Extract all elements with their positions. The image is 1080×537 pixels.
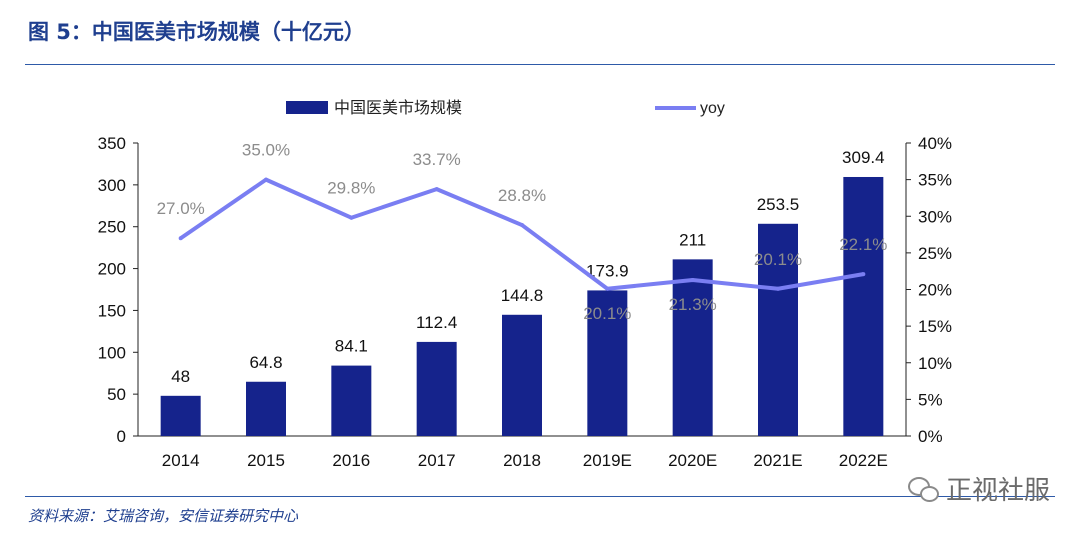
- left-tick-label: 0: [117, 427, 126, 446]
- yoy-value-label: 20.1%: [583, 304, 631, 323]
- bar-value-label: 48: [171, 367, 190, 386]
- bar-market-size: [843, 176, 884, 436]
- yoy-value-label: 21.3%: [669, 295, 717, 314]
- bar-value-label: 309.4: [842, 148, 885, 167]
- yoy-value-label: 20.1%: [754, 250, 802, 269]
- yoy-point: [776, 286, 780, 291]
- yoy-value-label: 27.0%: [157, 199, 205, 218]
- legend-bar-swatch: [286, 101, 328, 114]
- right-tick-label: 30%: [918, 207, 952, 226]
- bar-value-label: 253.5: [757, 195, 800, 214]
- watermark: 正视社服: [907, 470, 1050, 507]
- bar-value-label: 173.9: [586, 261, 629, 280]
- legend-bar-label: 中国医美市场规模: [334, 99, 462, 117]
- left-tick-label: 50: [107, 385, 126, 404]
- bar-value-label: 211: [679, 230, 706, 249]
- left-tick-label: 250: [98, 218, 126, 237]
- yoy-value-label: 22.1%: [839, 235, 887, 254]
- yoy-value-label: 28.8%: [498, 186, 546, 205]
- x-tick-label: 2022E: [839, 451, 888, 470]
- bar-market-size: [758, 223, 798, 436]
- bar-market-size: [502, 314, 542, 436]
- x-tick-label: 2018: [503, 451, 541, 470]
- yoy-point: [434, 187, 439, 192]
- yoy-value-label: 29.8%: [327, 179, 375, 198]
- right-tick-label: 40%: [918, 134, 952, 153]
- x-tick-label: 2019E: [583, 451, 632, 470]
- figure-title: 图 5：中国医美市场规模（十亿元）: [28, 20, 365, 44]
- yoy-point: [861, 272, 866, 277]
- yoy-value-label: 35.0%: [242, 141, 290, 160]
- bar-value-label: 112.4: [416, 313, 457, 332]
- bar-value-label: 64.8: [249, 353, 282, 372]
- x-tick-label: 2016: [332, 451, 370, 470]
- right-tick-label: 15%: [918, 317, 952, 336]
- x-tick-label: 2020E: [668, 451, 717, 470]
- right-tick-label: 5%: [918, 390, 943, 409]
- left-tick-label: 150: [98, 301, 126, 320]
- bar-market-size: [587, 290, 628, 436]
- bar-market-size: [416, 341, 457, 436]
- source-note: 资料来源：艾瑞咨询，安信证券研究中心: [28, 507, 299, 525]
- yoy-point: [520, 223, 524, 228]
- yoy-value-label: 33.7%: [413, 150, 461, 169]
- bar-market-size: [672, 259, 713, 436]
- yoy-point: [264, 177, 268, 182]
- yoy-point: [178, 236, 183, 241]
- bar-market-size: [160, 395, 201, 436]
- chart-legend: 中国医美市场规模 yoy: [286, 99, 725, 117]
- left-tick-label: 350: [98, 134, 126, 153]
- x-tick-label: 2021E: [753, 451, 802, 470]
- legend-line-label: yoy: [700, 100, 725, 117]
- left-tick-label: 100: [98, 343, 126, 362]
- right-tick-label: 0%: [918, 427, 943, 446]
- right-tick-label: 10%: [918, 354, 952, 373]
- source-divider: [25, 496, 1055, 497]
- x-tick-label: 2015: [247, 451, 285, 470]
- left-tick-label: 300: [98, 176, 126, 195]
- yoy-point: [349, 215, 354, 220]
- bar-market-size: [331, 365, 372, 436]
- left-tick-label: 200: [98, 260, 126, 279]
- wechat-icon: [907, 476, 939, 502]
- right-tick-label: 25%: [918, 244, 952, 263]
- x-tick-label: 2014: [162, 451, 200, 470]
- right-tick-label: 20%: [918, 281, 952, 300]
- bar-market-size: [246, 381, 286, 436]
- right-tick-label: 35%: [918, 171, 952, 190]
- title-divider: [25, 64, 1055, 65]
- watermark-text: 正视社服: [945, 476, 1050, 506]
- bar-value-label: 144.8: [501, 286, 544, 305]
- yoy-point: [690, 277, 695, 282]
- yoy-point: [605, 286, 610, 291]
- bar-value-label: 84.1: [335, 337, 368, 356]
- x-tick-label: 2017: [418, 451, 456, 470]
